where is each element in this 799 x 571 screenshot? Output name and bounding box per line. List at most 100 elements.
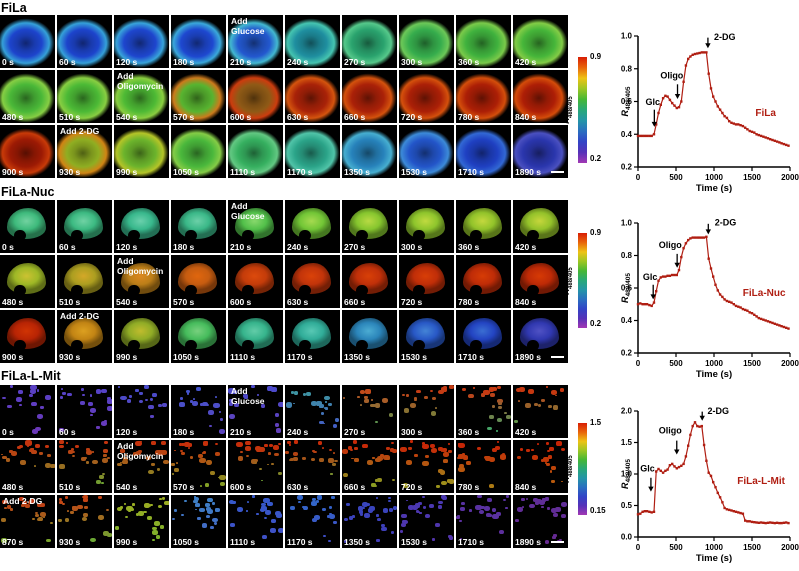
nucleus-notch xyxy=(71,339,84,352)
annotation-label: 2-DG xyxy=(708,406,730,416)
data-point xyxy=(666,95,669,98)
mito-structure xyxy=(219,418,223,421)
mito-structure xyxy=(292,456,298,461)
data-point xyxy=(780,325,783,328)
mito-structure xyxy=(90,537,97,543)
annotation-arrowhead xyxy=(674,94,681,100)
mito-structure xyxy=(246,501,250,504)
data-point xyxy=(689,55,692,58)
data-point xyxy=(734,510,738,513)
data-point xyxy=(778,324,781,327)
ratio-chart-fila-l-mit: 0.0 0.5 1.0 1.5 2.0 0 500 1000 1500 2000 Time (s) R… xyxy=(620,406,799,564)
mito-structure xyxy=(80,456,86,461)
mito-structure xyxy=(267,386,273,391)
mito-structure xyxy=(274,510,282,516)
mito-structure xyxy=(263,498,270,504)
nucleus-image xyxy=(292,317,331,349)
mito-structure xyxy=(72,454,76,458)
mito-structure xyxy=(351,515,355,518)
cell-image xyxy=(285,15,340,68)
data-point xyxy=(782,325,786,329)
mito-structure xyxy=(174,449,177,452)
mito-structure xyxy=(349,448,353,452)
mito-structure xyxy=(462,454,469,460)
image-tile: 60 s xyxy=(57,385,112,438)
time-label: 360 s xyxy=(458,57,480,67)
mito-structure xyxy=(487,426,492,431)
data-point xyxy=(709,87,713,90)
cell-image xyxy=(57,125,112,178)
nucleus-image xyxy=(520,317,559,349)
x-axis-title: Time (s) xyxy=(696,183,732,194)
mito-structure xyxy=(324,400,327,403)
mito-structure xyxy=(209,470,215,476)
mito-structure xyxy=(122,457,128,462)
mito-structure xyxy=(441,480,448,486)
mito-structure xyxy=(434,406,438,409)
mito-structure xyxy=(103,440,108,444)
nucleus-notch xyxy=(128,284,141,297)
image-tile: Add 2-DG 930 s xyxy=(57,125,112,178)
mito-structure xyxy=(342,472,349,478)
nucleus-image xyxy=(178,262,217,294)
mito-structure xyxy=(100,420,107,426)
time-label: 930 s xyxy=(59,352,81,362)
mito-structure xyxy=(462,387,467,391)
mito-structure xyxy=(513,419,518,424)
mito-structure xyxy=(260,404,266,408)
x-tick-label: 0 xyxy=(636,359,641,368)
mito-structure xyxy=(456,515,460,519)
mito-structure xyxy=(91,451,94,454)
mito-structure xyxy=(244,440,251,446)
image-tile: 510 s xyxy=(57,440,112,493)
mito-structure xyxy=(374,479,378,482)
mito-structure xyxy=(462,453,466,456)
mito-structure xyxy=(32,517,35,520)
mito-structure xyxy=(414,454,418,457)
annotation-arrowhead xyxy=(674,449,680,455)
mito-structure xyxy=(135,441,142,447)
mito-structure xyxy=(401,519,408,525)
data-point xyxy=(677,465,681,469)
mito-structure xyxy=(106,405,112,411)
mito-structure xyxy=(148,404,154,409)
nucleus-image xyxy=(520,262,559,294)
mito-structure xyxy=(318,404,324,409)
mito-structure xyxy=(467,393,474,399)
y-tick-label: 0.6 xyxy=(621,97,633,106)
mito-structure xyxy=(488,387,495,392)
colorbar-min-label: 0.2 xyxy=(590,319,602,328)
data-point xyxy=(652,510,656,513)
mito-structure xyxy=(323,534,327,537)
data-point xyxy=(757,316,760,320)
mito-structure xyxy=(187,447,191,450)
data-point xyxy=(787,521,790,525)
mito-structure xyxy=(550,480,555,484)
mito-structure xyxy=(120,395,127,401)
data-point xyxy=(730,121,733,124)
image-tile: 360 s xyxy=(456,15,511,68)
data-point xyxy=(734,304,738,308)
mito-structure xyxy=(519,448,523,451)
mito-structure xyxy=(266,463,270,466)
mito-structure xyxy=(10,508,13,511)
mito-structure xyxy=(348,516,354,520)
mito-structure xyxy=(214,395,217,398)
mito-structure xyxy=(138,449,143,453)
mito-structure xyxy=(68,450,73,454)
mito-structure xyxy=(106,508,110,512)
mito-structure xyxy=(271,387,277,392)
mito-structure xyxy=(202,441,208,446)
data-point xyxy=(639,302,642,305)
image-tile: 240 s xyxy=(285,15,340,68)
x-tick-label: 0 xyxy=(636,543,641,552)
panel-title-fila: FiLa xyxy=(1,1,27,15)
mito-structure xyxy=(382,397,389,403)
mito-structure xyxy=(357,396,360,399)
data-point xyxy=(732,303,735,306)
mito-structure xyxy=(496,417,503,423)
time-label: 840 s xyxy=(515,112,537,122)
mito-structure xyxy=(237,456,244,461)
mito-structure xyxy=(39,502,45,507)
mito-structure xyxy=(497,441,500,444)
